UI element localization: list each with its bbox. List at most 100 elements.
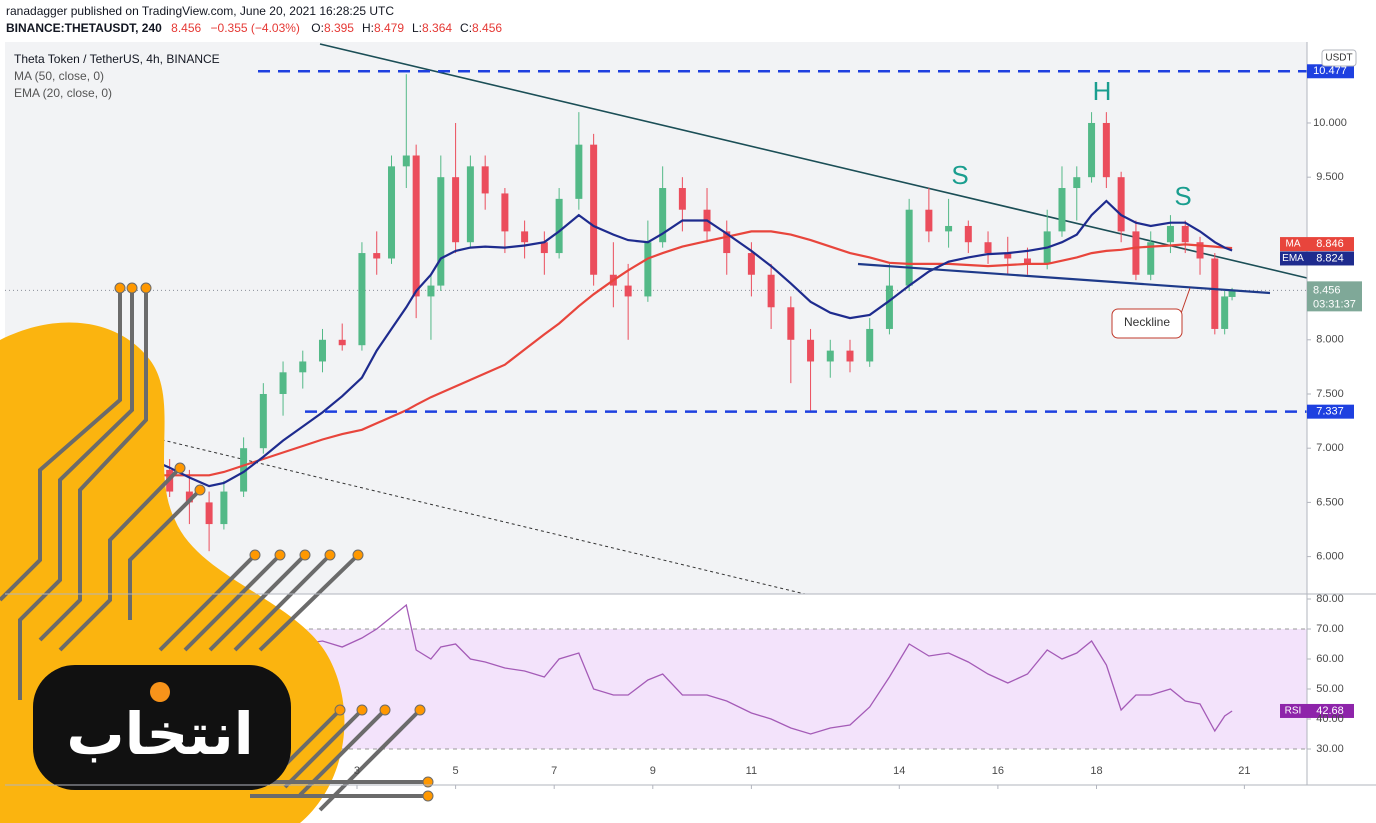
series-value: 8.824 bbox=[1316, 252, 1344, 264]
candle-body bbox=[427, 285, 435, 297]
candle-body bbox=[1228, 290, 1236, 297]
candle-body bbox=[1117, 177, 1125, 232]
candle-body bbox=[905, 209, 913, 286]
candle-body bbox=[885, 285, 893, 329]
x-tick-label: 3 bbox=[354, 765, 360, 777]
pattern-label: S bbox=[1174, 181, 1191, 211]
candle-body bbox=[358, 253, 366, 346]
candle-body bbox=[1211, 258, 1219, 329]
candle-body bbox=[240, 448, 248, 492]
neckline-label: Neckline bbox=[1124, 315, 1170, 329]
level-label: 7.337 bbox=[1316, 406, 1344, 418]
y-tick-label: 70.00 bbox=[1316, 623, 1344, 635]
candle-body bbox=[925, 209, 933, 232]
candle-body bbox=[866, 328, 874, 362]
candle-body bbox=[402, 155, 410, 167]
neckline-box bbox=[1111, 308, 1183, 339]
candle-body bbox=[644, 242, 652, 297]
candle-body bbox=[1221, 296, 1229, 329]
y-tick-label: 6.500 bbox=[1316, 496, 1344, 508]
circuit bbox=[0, 288, 428, 812]
level-label: 10.477 bbox=[1313, 65, 1347, 77]
symbol: BINANCE:THETAUSDT, 240 bbox=[6, 21, 162, 35]
candle-body bbox=[723, 231, 731, 254]
y-tick-label: 7.500 bbox=[1316, 388, 1344, 400]
series-badge bbox=[1280, 237, 1354, 252]
neckline bbox=[857, 262, 1271, 295]
descending-trendline bbox=[319, 43, 1308, 279]
legend-label: RSI bbox=[1285, 706, 1302, 717]
candle-body bbox=[1023, 258, 1031, 264]
logo-box bbox=[33, 665, 291, 790]
y-tick-label: 80.00 bbox=[1316, 593, 1344, 605]
logo-text: انتخاب bbox=[66, 700, 253, 768]
publisher: ranadagger published on TradingView.com,… bbox=[6, 4, 394, 18]
y-tick-label: 6.000 bbox=[1316, 551, 1344, 563]
symbol-line: BINANCE:THETAUSDT, 240 8.456 −0.355 (−4.… bbox=[6, 21, 502, 35]
candle-body bbox=[1147, 242, 1155, 275]
candle-body bbox=[807, 339, 815, 362]
y-tick-label: 7.000 bbox=[1316, 442, 1344, 454]
x-tick-label: 16 bbox=[992, 765, 1004, 777]
candle-body bbox=[279, 372, 287, 394]
rsi-line bbox=[149, 603, 1233, 735]
candle-body bbox=[452, 177, 460, 243]
candle-body bbox=[1058, 188, 1066, 232]
candle-body bbox=[1181, 225, 1189, 243]
ohlc-value: 8.395 bbox=[324, 21, 354, 35]
x-tick-label: 9 bbox=[650, 765, 656, 777]
ohlc-value: 8.479 bbox=[374, 21, 404, 35]
candle-body bbox=[299, 361, 307, 373]
last-price: 8.456 bbox=[171, 21, 201, 35]
candle-body bbox=[481, 166, 489, 194]
y-tick-label: 9.500 bbox=[1316, 171, 1344, 183]
candle-body bbox=[945, 225, 953, 232]
candle-body bbox=[412, 155, 420, 297]
ohlc-value: 8.456 bbox=[472, 21, 502, 35]
candle-body bbox=[787, 307, 795, 340]
ohlc-label: C: bbox=[460, 21, 472, 35]
candle-body bbox=[1132, 231, 1140, 275]
ohlc-label: O: bbox=[311, 21, 324, 35]
countdown: 03:31:37 bbox=[1313, 298, 1356, 310]
candle-body bbox=[501, 193, 509, 232]
series-value: 42.68 bbox=[1316, 705, 1344, 717]
y-tick-label: 50.00 bbox=[1316, 683, 1344, 695]
candle-body bbox=[1088, 122, 1096, 178]
ohlc-label: H: bbox=[362, 21, 374, 35]
currency-box bbox=[1321, 49, 1357, 67]
candle-body bbox=[1166, 225, 1174, 243]
series-value: 8.846 bbox=[1316, 238, 1344, 250]
x-tick-label: 21 bbox=[1238, 765, 1250, 777]
pattern-label: H bbox=[1093, 76, 1112, 106]
x-tick-label: 7 bbox=[551, 765, 557, 777]
candle-body bbox=[1004, 253, 1012, 259]
candle-body bbox=[205, 502, 213, 525]
series-badge bbox=[1280, 251, 1354, 266]
candle-body bbox=[964, 225, 972, 243]
candle-body bbox=[984, 242, 992, 254]
candle-body bbox=[437, 177, 445, 286]
indicator-line bbox=[149, 230, 1233, 477]
series-badge bbox=[1280, 703, 1354, 718]
level-badge bbox=[1307, 404, 1354, 419]
x-tick-label: 5 bbox=[453, 765, 459, 777]
x-tick-label: 11 bbox=[746, 765, 757, 777]
currency: USDT bbox=[1325, 53, 1352, 64]
pattern-label: S bbox=[951, 160, 968, 190]
dotted-trendline bbox=[149, 436, 806, 595]
circuit-dots bbox=[114, 282, 434, 802]
y-tick-label: 60.00 bbox=[1316, 653, 1344, 665]
level-badge bbox=[1307, 64, 1354, 79]
candle-body bbox=[540, 242, 548, 254]
candle-body bbox=[767, 274, 775, 308]
y-tick-label: 10.000 bbox=[1313, 117, 1347, 129]
x-tick-label: 14 bbox=[893, 765, 905, 777]
candle-body bbox=[373, 253, 381, 259]
candle-body bbox=[259, 393, 267, 449]
last-price-badge bbox=[1307, 281, 1362, 312]
candle-body bbox=[846, 350, 854, 362]
legend-label: MA bbox=[1286, 239, 1301, 250]
